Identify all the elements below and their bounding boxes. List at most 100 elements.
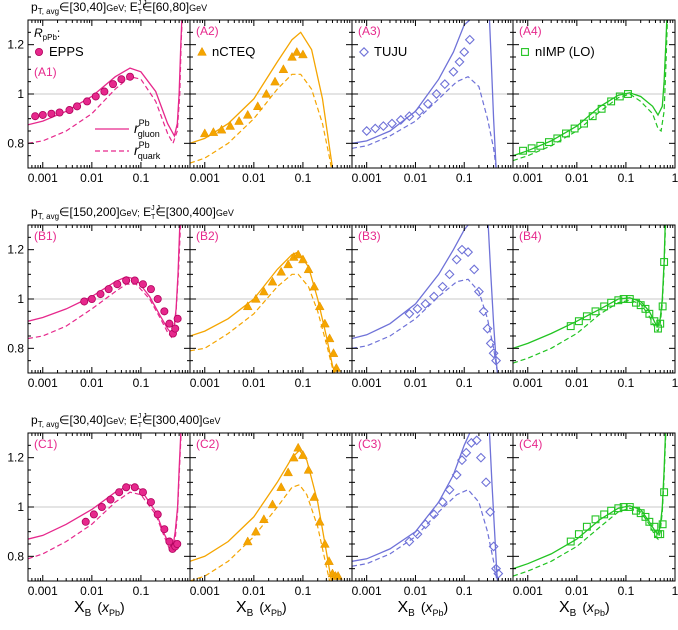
rppb-point	[126, 72, 135, 81]
panel-c4: 0.001 0.01 0.1 1 (C4)	[512, 432, 678, 598]
rppb-point	[267, 499, 278, 509]
rppb-point	[656, 530, 665, 539]
rppb-point	[624, 90, 632, 98]
rppb-point	[469, 264, 480, 275]
rppb-point	[485, 506, 496, 517]
rppb-point	[412, 303, 423, 314]
rppb-point	[619, 295, 628, 303]
rppb-point	[47, 109, 56, 118]
rppb-point	[31, 112, 40, 121]
rppb-point	[404, 111, 415, 122]
rppb-point	[656, 319, 665, 328]
rppb-point	[130, 276, 139, 285]
quark-curve	[28, 433, 182, 560]
rppb-point	[570, 124, 579, 133]
rppb-point	[96, 290, 105, 299]
rppb-point	[73, 102, 82, 111]
rppb-point	[303, 264, 314, 274]
quark-curve	[352, 278, 499, 373]
rppb-point	[454, 56, 465, 67]
gluon-curve	[352, 225, 469, 340]
x-tick-label: 0.001	[28, 584, 58, 598]
gluon-curve	[352, 20, 471, 144]
panel-a4: 0.001 0.01 0.1 1 (A4) nIMP (LO)	[512, 19, 678, 185]
rppb-point	[471, 435, 482, 446]
rppb-point	[566, 537, 575, 546]
rppb-point	[591, 307, 600, 316]
rppb-point	[115, 488, 124, 497]
rppb-points	[81, 483, 182, 553]
x-tick-label: 0.001	[190, 584, 220, 598]
legend-label: TUJU	[374, 44, 407, 59]
rppb-points	[242, 249, 342, 372]
rppb-point	[482, 323, 493, 334]
rppb-point	[165, 319, 174, 328]
panel-a3: 0.001 0.01 0.1 (A3) TUJU	[351, 19, 514, 185]
rppb-point	[660, 488, 669, 497]
rppb-point	[404, 308, 415, 319]
rppb-point	[87, 294, 96, 303]
rppb-point	[333, 570, 343, 580]
x-tick-label: 0.01	[242, 584, 266, 598]
x-tick-label: 0.01	[565, 584, 589, 598]
gluon-curve-branch	[488, 20, 497, 168]
rppb-point	[378, 121, 389, 132]
rppb-point	[293, 442, 303, 452]
x-tick-label: 0.001	[190, 171, 220, 185]
rppb-point	[457, 244, 467, 255]
legend-entry-epps: EPPS	[35, 44, 84, 59]
rppb-points	[242, 442, 343, 580]
panel-c1: 0.001 0.01 0.1 0.8 1 1.2 (C1)	[7, 432, 191, 598]
x-tick-label: 0.1	[618, 171, 635, 185]
rppb-point	[658, 520, 667, 529]
x-tick-label: 1	[672, 171, 678, 185]
legend-marker	[521, 48, 529, 56]
gluon-curve	[513, 433, 667, 570]
x-tick-label: 0.01	[242, 171, 266, 185]
x-axis-label: XB (xPb)	[559, 599, 610, 619]
rppb-point	[298, 49, 308, 59]
rppb-point	[234, 116, 244, 125]
rppb-point	[287, 51, 297, 61]
rppb-point	[536, 141, 545, 150]
rppb-point	[429, 509, 439, 520]
rppb-point	[216, 124, 227, 134]
x-tick-label: 0.001	[28, 171, 58, 185]
rppb-point	[106, 495, 115, 504]
quark-curve	[352, 488, 498, 581]
rppb-point	[444, 484, 455, 495]
rppb-point	[81, 517, 90, 526]
rppb-point	[420, 298, 431, 309]
quark-curve	[513, 433, 667, 577]
rppb-point	[320, 538, 330, 548]
rppb-point	[485, 338, 496, 349]
rppb-point	[65, 106, 74, 115]
rppb-point	[328, 348, 339, 357]
rppb-point	[109, 80, 118, 89]
x-tick-label: 0.01	[404, 376, 428, 390]
rppb-point	[199, 128, 210, 138]
rppb-point	[242, 301, 253, 311]
panel-title: (C4)	[519, 437, 542, 451]
quark-curve	[352, 75, 497, 168]
rppb-point	[309, 281, 320, 291]
x-tick-label: 0.001	[513, 584, 543, 598]
legend-entry-nimp-lo: nIMP (LO)	[521, 44, 595, 59]
x-tick-label: 0.001	[352, 584, 382, 598]
legend-label: nIMP (LO)	[535, 44, 595, 59]
legend-entry-tuju: TUJU	[359, 44, 407, 59]
rppb-label: RpPb:	[34, 26, 60, 42]
x-tick-label: 0.1	[133, 584, 150, 598]
rppb-point	[259, 514, 269, 523]
x-axis-label: XB (xPb)	[398, 599, 449, 619]
rppb-point	[146, 285, 155, 294]
x-tick-label: 0.1	[456, 376, 473, 390]
x-tick-label: 0.01	[404, 171, 428, 185]
x-axis-label: XB (xPb)	[74, 599, 125, 619]
rppb-point	[588, 112, 597, 121]
rppb-point	[439, 79, 450, 90]
panel-a1: 0.001 0.01 0.1 0.8 1 1.2 (A1) EPPS	[7, 19, 191, 185]
rppb-point	[615, 92, 624, 101]
legend-label: EPPS	[49, 44, 84, 59]
